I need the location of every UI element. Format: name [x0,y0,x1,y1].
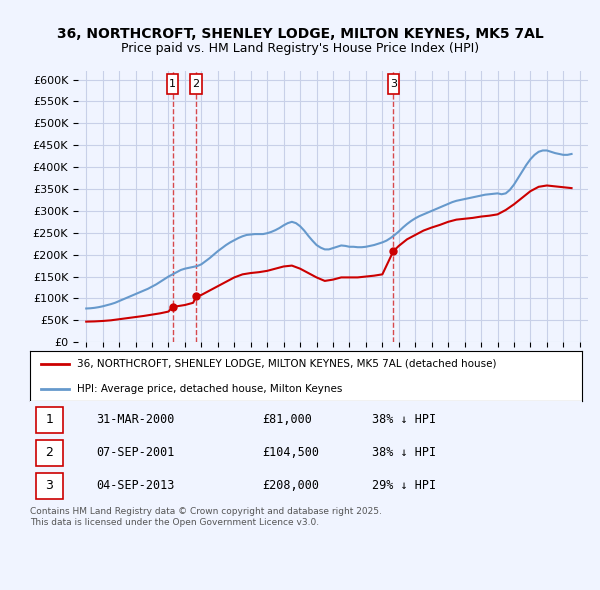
Text: 38% ↓ HPI: 38% ↓ HPI [372,446,436,460]
Text: 36, NORTHCROFT, SHENLEY LODGE, MILTON KEYNES, MK5 7AL (detached house): 36, NORTHCROFT, SHENLEY LODGE, MILTON KE… [77,359,496,369]
Text: 2: 2 [46,446,53,460]
Text: 38% ↓ HPI: 38% ↓ HPI [372,413,436,427]
FancyBboxPatch shape [35,440,63,466]
Text: 31-MAR-2000: 31-MAR-2000 [96,413,175,427]
Text: 1: 1 [46,413,53,427]
Text: Price paid vs. HM Land Registry's House Price Index (HPI): Price paid vs. HM Land Registry's House … [121,42,479,55]
Text: 36, NORTHCROFT, SHENLEY LODGE, MILTON KEYNES, MK5 7AL: 36, NORTHCROFT, SHENLEY LODGE, MILTON KE… [56,27,544,41]
FancyBboxPatch shape [35,473,63,499]
Text: Contains HM Land Registry data © Crown copyright and database right 2025.
This d: Contains HM Land Registry data © Crown c… [30,507,382,527]
Text: £208,000: £208,000 [262,479,319,493]
Text: 07-SEP-2001: 07-SEP-2001 [96,446,175,460]
Text: 3: 3 [390,79,397,89]
FancyBboxPatch shape [35,407,63,432]
Text: 2: 2 [193,79,200,89]
Text: 3: 3 [46,479,53,493]
Text: £81,000: £81,000 [262,413,312,427]
FancyBboxPatch shape [167,74,178,94]
Text: HPI: Average price, detached house, Milton Keynes: HPI: Average price, detached house, Milt… [77,384,342,394]
Text: 1: 1 [169,79,176,89]
Text: 04-SEP-2013: 04-SEP-2013 [96,479,175,493]
Text: £104,500: £104,500 [262,446,319,460]
Text: 29% ↓ HPI: 29% ↓ HPI [372,479,436,493]
FancyBboxPatch shape [190,74,202,94]
FancyBboxPatch shape [388,74,399,94]
